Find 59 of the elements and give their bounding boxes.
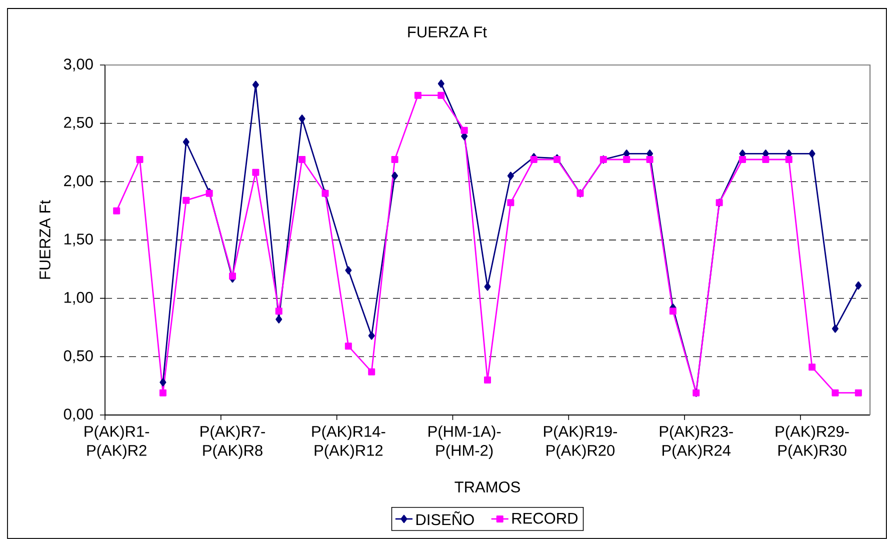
point <box>414 92 422 99</box>
point <box>252 80 259 89</box>
legend-label: RECORD <box>512 512 578 524</box>
y-tick-label: 1,50 <box>64 234 93 246</box>
point <box>484 376 491 384</box>
point <box>392 172 398 180</box>
x-tick-label: P(HM-1A)-P(HM-2) <box>428 426 501 459</box>
y-tick-label: 2,00 <box>64 175 93 188</box>
point <box>160 378 166 386</box>
point <box>136 156 144 163</box>
point <box>159 389 166 396</box>
y-axis-title: FUERZA Ft <box>40 200 50 279</box>
point <box>182 196 190 204</box>
point <box>785 156 792 163</box>
point <box>275 308 282 315</box>
point <box>460 126 468 134</box>
point <box>368 332 375 340</box>
point <box>507 199 514 206</box>
point <box>391 156 398 163</box>
point <box>368 368 376 376</box>
point <box>669 308 676 315</box>
point <box>854 389 862 396</box>
y-tick-label: 3,00 <box>64 58 93 72</box>
x-tick-label: P(AK)R14-P(AK)R12 <box>312 426 386 459</box>
point <box>298 156 306 163</box>
point <box>762 156 770 163</box>
point <box>855 281 862 290</box>
point <box>182 138 190 146</box>
x-axis-title: TRAMOS <box>454 482 520 492</box>
point <box>438 92 445 99</box>
point <box>739 156 746 163</box>
y-tick-label: 2,50 <box>64 116 93 130</box>
point <box>252 168 260 176</box>
point <box>646 156 654 163</box>
point <box>276 315 282 324</box>
y-tick-label: 0,00 <box>64 408 93 422</box>
x-tick-label: P(AK)R19-P(AK)R20 <box>544 426 617 459</box>
point <box>484 282 491 291</box>
x-tick-label: P(AK)R7-P(AK)R8 <box>200 426 265 459</box>
point <box>832 389 839 396</box>
x-tick-label: P(AK)R23-P(AK)R24 <box>660 426 733 459</box>
point <box>345 266 352 274</box>
point <box>438 80 444 88</box>
legend-label: DISEÑO <box>416 511 474 526</box>
y-tick-label: 0,50 <box>64 350 93 364</box>
point <box>530 156 538 163</box>
point <box>623 156 630 163</box>
point <box>113 207 120 214</box>
point <box>298 114 306 123</box>
point <box>229 272 236 280</box>
point <box>344 342 352 350</box>
x-tick-label: P(AK)R1-P(AK)R2 <box>84 426 150 459</box>
chart-title: FUERZA Ft <box>408 26 487 38</box>
point <box>507 172 514 180</box>
y-tick-label: 1,00 <box>64 292 93 305</box>
point <box>808 150 816 158</box>
point <box>832 324 838 333</box>
point <box>808 364 816 371</box>
x-tick-label: P(AK)R29-P(AK)R30 <box>776 426 849 459</box>
